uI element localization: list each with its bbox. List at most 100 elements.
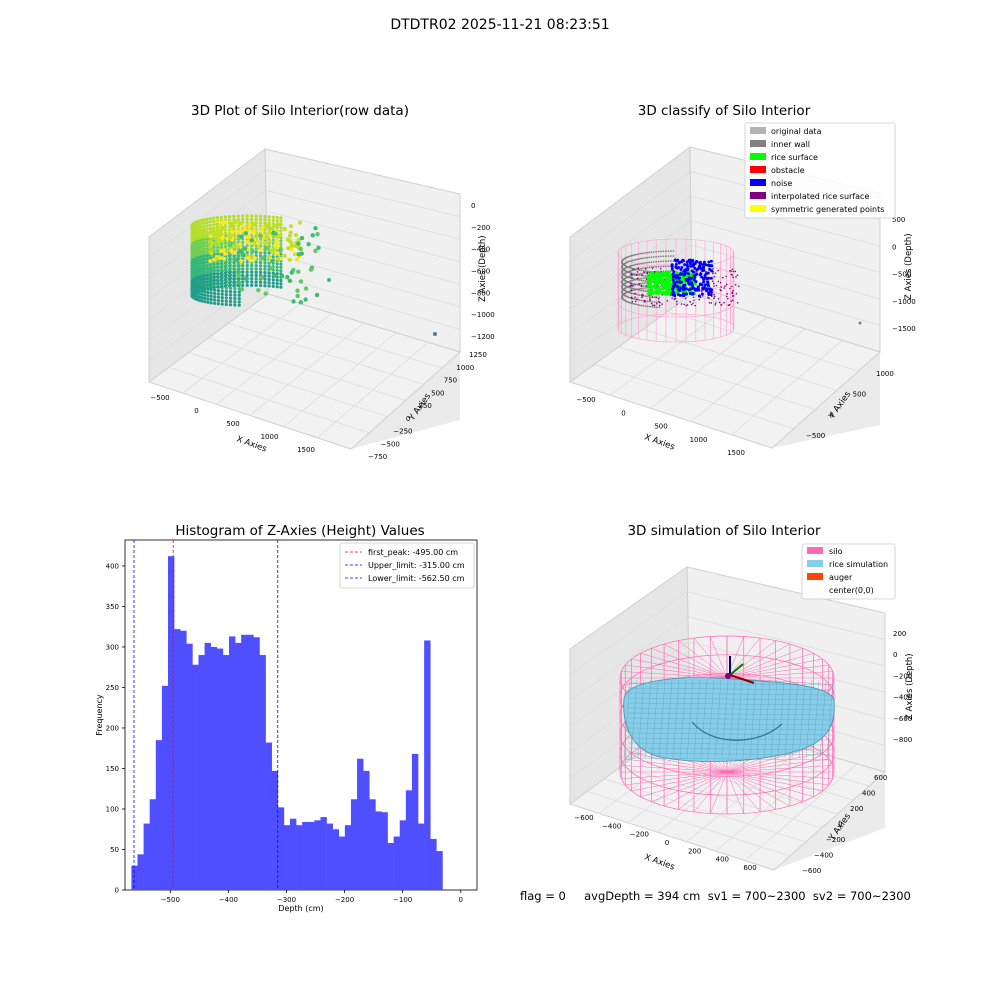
interpolated-point (714, 303, 717, 306)
noise-point (703, 273, 707, 277)
silo-spoke (726, 771, 833, 779)
data-point (227, 254, 232, 258)
grid-line (148, 169, 266, 259)
data-point (245, 273, 249, 278)
histogram-bar (210, 646, 218, 890)
data-point (236, 260, 240, 264)
interpolated-point (730, 300, 733, 302)
data-point (236, 277, 240, 281)
wall-point (635, 303, 637, 306)
data-point (258, 260, 263, 265)
data-point (205, 237, 209, 241)
data-point (285, 237, 290, 242)
data-point (202, 228, 206, 232)
interpolated-point (730, 270, 732, 272)
data-point (223, 215, 228, 219)
data-point (212, 282, 216, 286)
data-point (275, 256, 280, 261)
data-point (267, 271, 271, 275)
wall-point (662, 265, 665, 268)
wall-point (633, 303, 636, 305)
grid-line (265, 190, 461, 240)
data-point (267, 284, 271, 288)
noise-point (684, 287, 688, 291)
data-point (199, 268, 204, 272)
histogram-bar (235, 642, 242, 890)
data-point (310, 233, 315, 238)
data-point (219, 284, 223, 289)
noise-point (670, 265, 674, 269)
noise-point (682, 294, 686, 298)
histogram-bar (271, 770, 279, 890)
data-point (208, 276, 212, 280)
noise-point (672, 270, 676, 274)
data-point (212, 265, 216, 270)
x-tick-label: 400 (716, 856, 729, 864)
data-point (227, 271, 232, 275)
data-point (205, 227, 209, 231)
noise-point (685, 292, 689, 296)
legend-label: center(0,0) (829, 586, 874, 595)
data-point (250, 249, 255, 254)
data-point (219, 265, 223, 269)
interpolated-point (658, 304, 661, 307)
mesh-line (777, 679, 785, 759)
data-point (271, 238, 275, 242)
data-point (264, 234, 269, 239)
wall-point (670, 250, 672, 252)
data-point (205, 286, 209, 291)
data-point (199, 261, 204, 265)
wall-point (640, 299, 643, 302)
noise-point (676, 285, 680, 289)
data-point (208, 282, 212, 287)
wall-point (638, 288, 640, 290)
noise-point (674, 262, 678, 266)
interpolated-point (734, 270, 737, 273)
noise-point (674, 259, 678, 263)
wall-point (646, 305, 649, 308)
data-point (274, 241, 279, 246)
rice-point (654, 289, 659, 293)
data-point (202, 224, 206, 228)
z-tick-label: −400 (471, 246, 490, 254)
interpolated-point (725, 283, 728, 286)
wall-point (634, 288, 637, 291)
mesh-line (770, 679, 778, 759)
data-point (232, 264, 236, 268)
data-point (220, 299, 224, 303)
x-tick-label: 0 (665, 839, 669, 847)
data-point (223, 281, 228, 285)
silo-spoke (625, 771, 728, 786)
interpolated-point (658, 300, 660, 303)
interpolated-point (695, 271, 697, 273)
data-point (227, 261, 232, 265)
data-point (314, 292, 320, 298)
data-point (202, 274, 206, 278)
grid-line (744, 763, 858, 861)
interpolated-point (689, 300, 691, 303)
data-point (209, 227, 214, 232)
data-point (215, 222, 220, 227)
grid-line (594, 364, 794, 430)
wall-point (638, 258, 640, 260)
panel2-z-tick-labels: −1500 −1000 −500 0 500 (892, 216, 916, 333)
data-point (275, 278, 279, 282)
data-point (279, 226, 283, 230)
interpolated-point (736, 301, 739, 304)
data-point (212, 275, 216, 280)
z-tick-label: −200 (471, 224, 490, 232)
data-point (236, 264, 240, 268)
grid-line (687, 591, 886, 640)
mesh-line (819, 679, 827, 759)
interpolated-point (722, 276, 724, 279)
histogram-bar (436, 851, 443, 890)
mesh-line (791, 679, 799, 759)
data-point (233, 286, 237, 291)
panel1-z-tick-labels: −1200 −1000 −800 −600 −400 −200 0 (471, 202, 495, 341)
data-point (263, 218, 267, 222)
data-point (220, 220, 225, 225)
y-tick-label: −250 (393, 428, 412, 436)
noise-point (708, 267, 712, 271)
data-point (209, 301, 213, 305)
data-point (212, 249, 216, 253)
